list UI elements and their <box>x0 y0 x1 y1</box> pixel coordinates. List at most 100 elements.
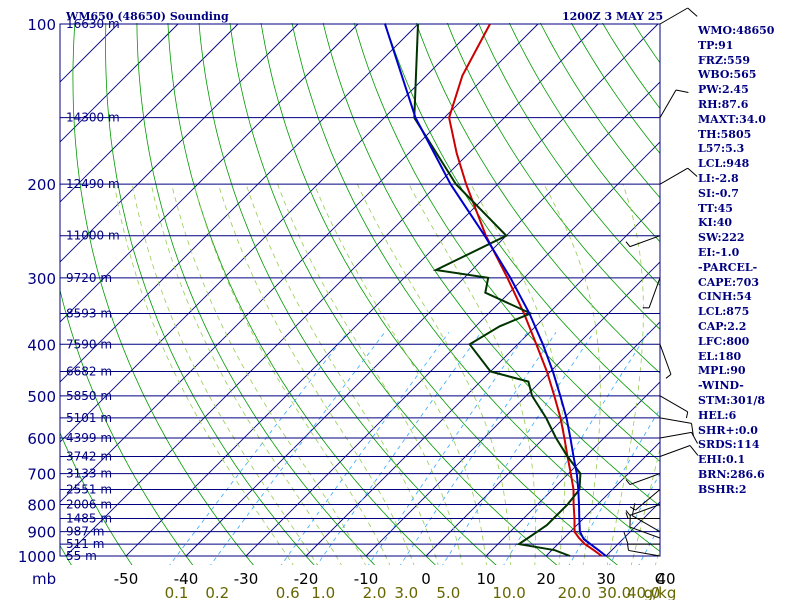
height-label: 8593 m <box>66 306 112 320</box>
dry-adiabat-line <box>136 23 376 565</box>
isotherm-line <box>60 23 539 503</box>
axis-labels: 16630 m 14300 m 12490 m 11000 m 9720 m 8593 m… <box>18 16 677 600</box>
wind-barb <box>659 445 699 457</box>
dry-adiabat-line <box>72 23 254 565</box>
mixing-ratio-tick-label: 3.0 <box>394 584 418 600</box>
moist-adiabat-line <box>408 183 536 565</box>
wind-barb-feather <box>689 445 699 456</box>
wind-barb <box>642 277 661 309</box>
isotherm-line <box>60 23 299 263</box>
wind-barb <box>659 417 694 437</box>
mixing-ratio-tick-label: 10.0 <box>492 584 525 600</box>
index-item: SW:222 <box>698 231 745 245</box>
moist-adiabat-line <box>357 183 512 565</box>
wind-barb-staff <box>659 344 672 375</box>
wind-barb-half-feather <box>665 373 672 379</box>
dry-adiabat-lines <box>60 23 660 565</box>
wind-barb-staff <box>629 235 661 248</box>
mixing-ratio-tick-label: 1.0 <box>311 584 335 600</box>
wind-barb-feather <box>687 7 698 17</box>
moist-adiabat-line <box>171 184 367 565</box>
wind-barb-staff <box>635 489 661 511</box>
pressure-tick-label: 100 <box>27 16 56 34</box>
temperature-tick-label: -50 <box>114 570 139 588</box>
wind-barb-feather <box>675 89 689 93</box>
mixing-ratio-line <box>368 332 528 565</box>
mixing-ratio-lines <box>169 332 660 565</box>
height-label: 1485 m <box>66 511 112 525</box>
wind-barb-feather <box>691 432 698 444</box>
isotherm-line <box>365 261 660 557</box>
wind-barbs <box>623 7 699 557</box>
wind-barb-half-feather <box>625 512 629 519</box>
height-label: 2006 m <box>66 497 112 511</box>
mixing-ratio-line <box>169 332 348 565</box>
temperature-tick-label: -10 <box>354 570 379 588</box>
dry-adiabat-line <box>291 23 660 552</box>
temperature-tick-label: C <box>655 570 665 588</box>
index-item: LCL:948 <box>698 157 750 171</box>
wind-barb <box>625 503 661 516</box>
pressure-tick-label: 1000 <box>18 548 56 566</box>
index-item: SI:-0.7 <box>698 186 739 200</box>
mixing-ratio-tick-label: 40.0 <box>627 584 660 600</box>
dry-adiabat-line <box>353 23 660 462</box>
wind-barb <box>623 531 660 545</box>
mixing-ratio-tick-label: 0.2 <box>205 584 229 600</box>
dry-adiabat-line <box>508 23 660 243</box>
temperature-tick-label: 40 <box>656 570 675 588</box>
isotherm-line <box>545 441 660 557</box>
station-title: WM650 (48650) Sounding <box>66 10 229 23</box>
wind-barb <box>659 344 672 379</box>
pressure-tick-label: 200 <box>27 176 56 194</box>
index-item: SRDS:114 <box>698 438 760 452</box>
temperature-profile <box>448 23 603 557</box>
temperature-tick-label: 20 <box>536 570 555 588</box>
pressure-tick-label: 900 <box>27 524 56 542</box>
index-item: HEL:6 <box>698 408 737 422</box>
moist-adiabat-line <box>277 183 463 565</box>
height-label: 6682 m <box>66 365 112 379</box>
wind-barb-half-feather <box>627 544 629 551</box>
pressure-tick-label: 800 <box>27 496 56 514</box>
dry-adiabat-line <box>198 23 497 565</box>
mixing-ratio-line <box>442 332 595 565</box>
stability-indices-panel: WMO:48650 TP:91 FRZ:559 WBO:565 PW:2.45 RH:87… <box>698 24 798 498</box>
height-label: 14300 m <box>66 111 120 125</box>
dry-adiabat-line <box>167 23 436 565</box>
height-label: 4399 m <box>66 431 112 445</box>
wind-barb-staff <box>659 431 692 439</box>
isotherm-line <box>65 23 599 557</box>
dry-adiabat-line <box>229 23 558 565</box>
index-item: L57:5.3 <box>698 142 745 156</box>
isotherm-line <box>425 321 660 557</box>
moist-adiabat-line <box>150 184 342 565</box>
moist-adiabat-line <box>606 183 644 565</box>
sounding-time: 1200Z 3 MAY 25 <box>562 10 664 23</box>
dry-adiabat-line <box>60 288 194 565</box>
isotherm-line <box>60 23 239 203</box>
isotherm-line <box>60 23 419 383</box>
isotherm-line <box>60 23 359 323</box>
index-item: LCL:875 <box>698 305 750 319</box>
mixing-ratio-line <box>399 332 557 565</box>
height-label: 3742 m <box>66 449 112 463</box>
wind-barb <box>629 514 661 539</box>
index-item: KI:40 <box>698 216 733 230</box>
height-label: 2551 m <box>66 483 112 497</box>
isotherm-lines <box>60 23 660 557</box>
isotherm-line <box>60 23 479 443</box>
wind-barb-feather <box>623 531 629 545</box>
wind-barb-half-feather <box>685 411 689 419</box>
wind-barb <box>659 431 698 444</box>
pressure-tick-label: 600 <box>27 430 56 448</box>
pressure-unit-label: mb <box>32 570 56 588</box>
wind-barb-staff <box>659 89 677 118</box>
index-item: SHR+:0.0 <box>698 423 758 437</box>
height-label: 55 m <box>66 549 97 563</box>
wind-barb-staff <box>629 526 661 539</box>
temperature-tick-label: 0 <box>421 570 431 588</box>
temperature-tick-label: 30 <box>596 570 615 588</box>
isotherm-line <box>185 81 660 557</box>
moist-adiabat-line <box>245 183 439 565</box>
